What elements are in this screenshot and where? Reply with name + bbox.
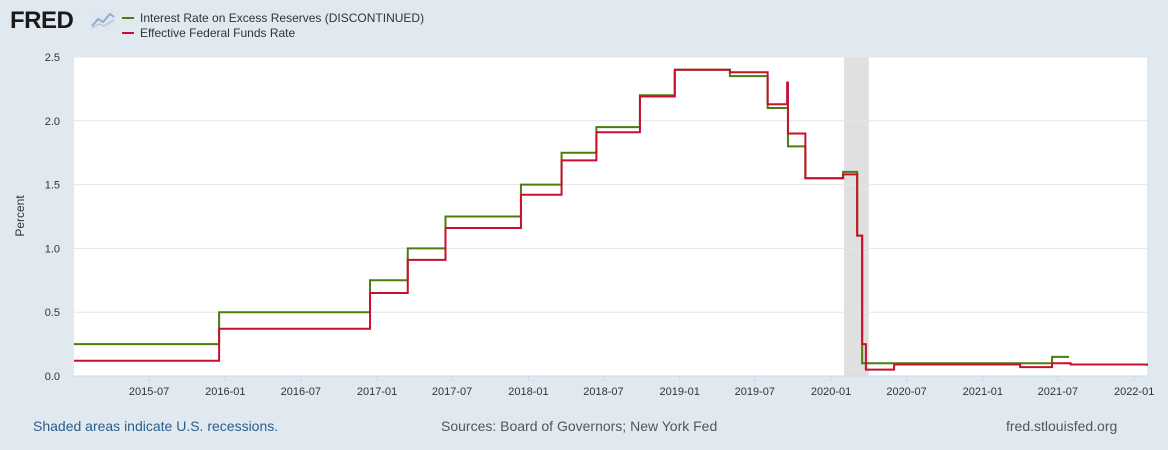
y-tick-label: 0.0 — [45, 371, 60, 383]
x-tick-label: 2019-07 — [735, 386, 775, 398]
y-tick-label: 1.0 — [45, 243, 60, 255]
x-tick-label: 2020-01 — [811, 386, 851, 398]
x-tick-label: 2017-07 — [432, 386, 472, 398]
x-tick-label: 2021-07 — [1038, 386, 1078, 398]
legend-swatch-effr — [122, 31, 134, 34]
x-tick-label: 2016-07 — [281, 386, 321, 398]
x-tick-label: 2022-01 — [1114, 386, 1154, 398]
x-tick-label: 2016-01 — [205, 386, 245, 398]
legend-swatch-iorb — [122, 16, 134, 19]
x-tick-label: 2018-01 — [508, 386, 548, 398]
legend-item-effr[interactable]: Effective Federal Funds Rate — [122, 25, 424, 40]
plot-area — [74, 57, 1147, 376]
x-tick-label: 2017-01 — [357, 386, 397, 398]
x-tick-label: 2015-07 — [129, 386, 169, 398]
y-tick-label: 1.5 — [45, 180, 60, 192]
y-tick-label: 2.0 — [45, 116, 60, 128]
x-tick-label: 2018-07 — [583, 386, 623, 398]
legend-label-iorb: Interest Rate on Excess Reserves (DISCON… — [140, 10, 425, 25]
sources-text: Sources: Board of Governors; New York Fe… — [441, 418, 718, 434]
y-tick-label: 2.5 — [45, 52, 60, 64]
legend-label-effr: Effective Federal Funds Rate — [140, 25, 296, 40]
site-link[interactable]: fred.stlouisfed.org — [1006, 418, 1118, 434]
chart-legend: Interest Rate on Excess Reserves (DISCON… — [122, 10, 424, 40]
series-line-effr — [74, 68, 1148, 371]
y-tick-label: 0.5 — [45, 307, 60, 319]
trend-line-icon — [90, 10, 116, 30]
fred-logo[interactable]: FRED — [10, 7, 74, 34]
series-line-iorb — [74, 68, 1070, 365]
x-tick-label: 2020-07 — [886, 386, 926, 398]
x-tick-label: 2021-01 — [963, 386, 1003, 398]
x-tick-label: 2019-01 — [660, 386, 700, 398]
legend-item-iorb[interactable]: Interest Rate on Excess Reserves (DISCON… — [122, 10, 424, 25]
recession-note[interactable]: Shaded areas indicate U.S. recessions. — [33, 418, 279, 434]
